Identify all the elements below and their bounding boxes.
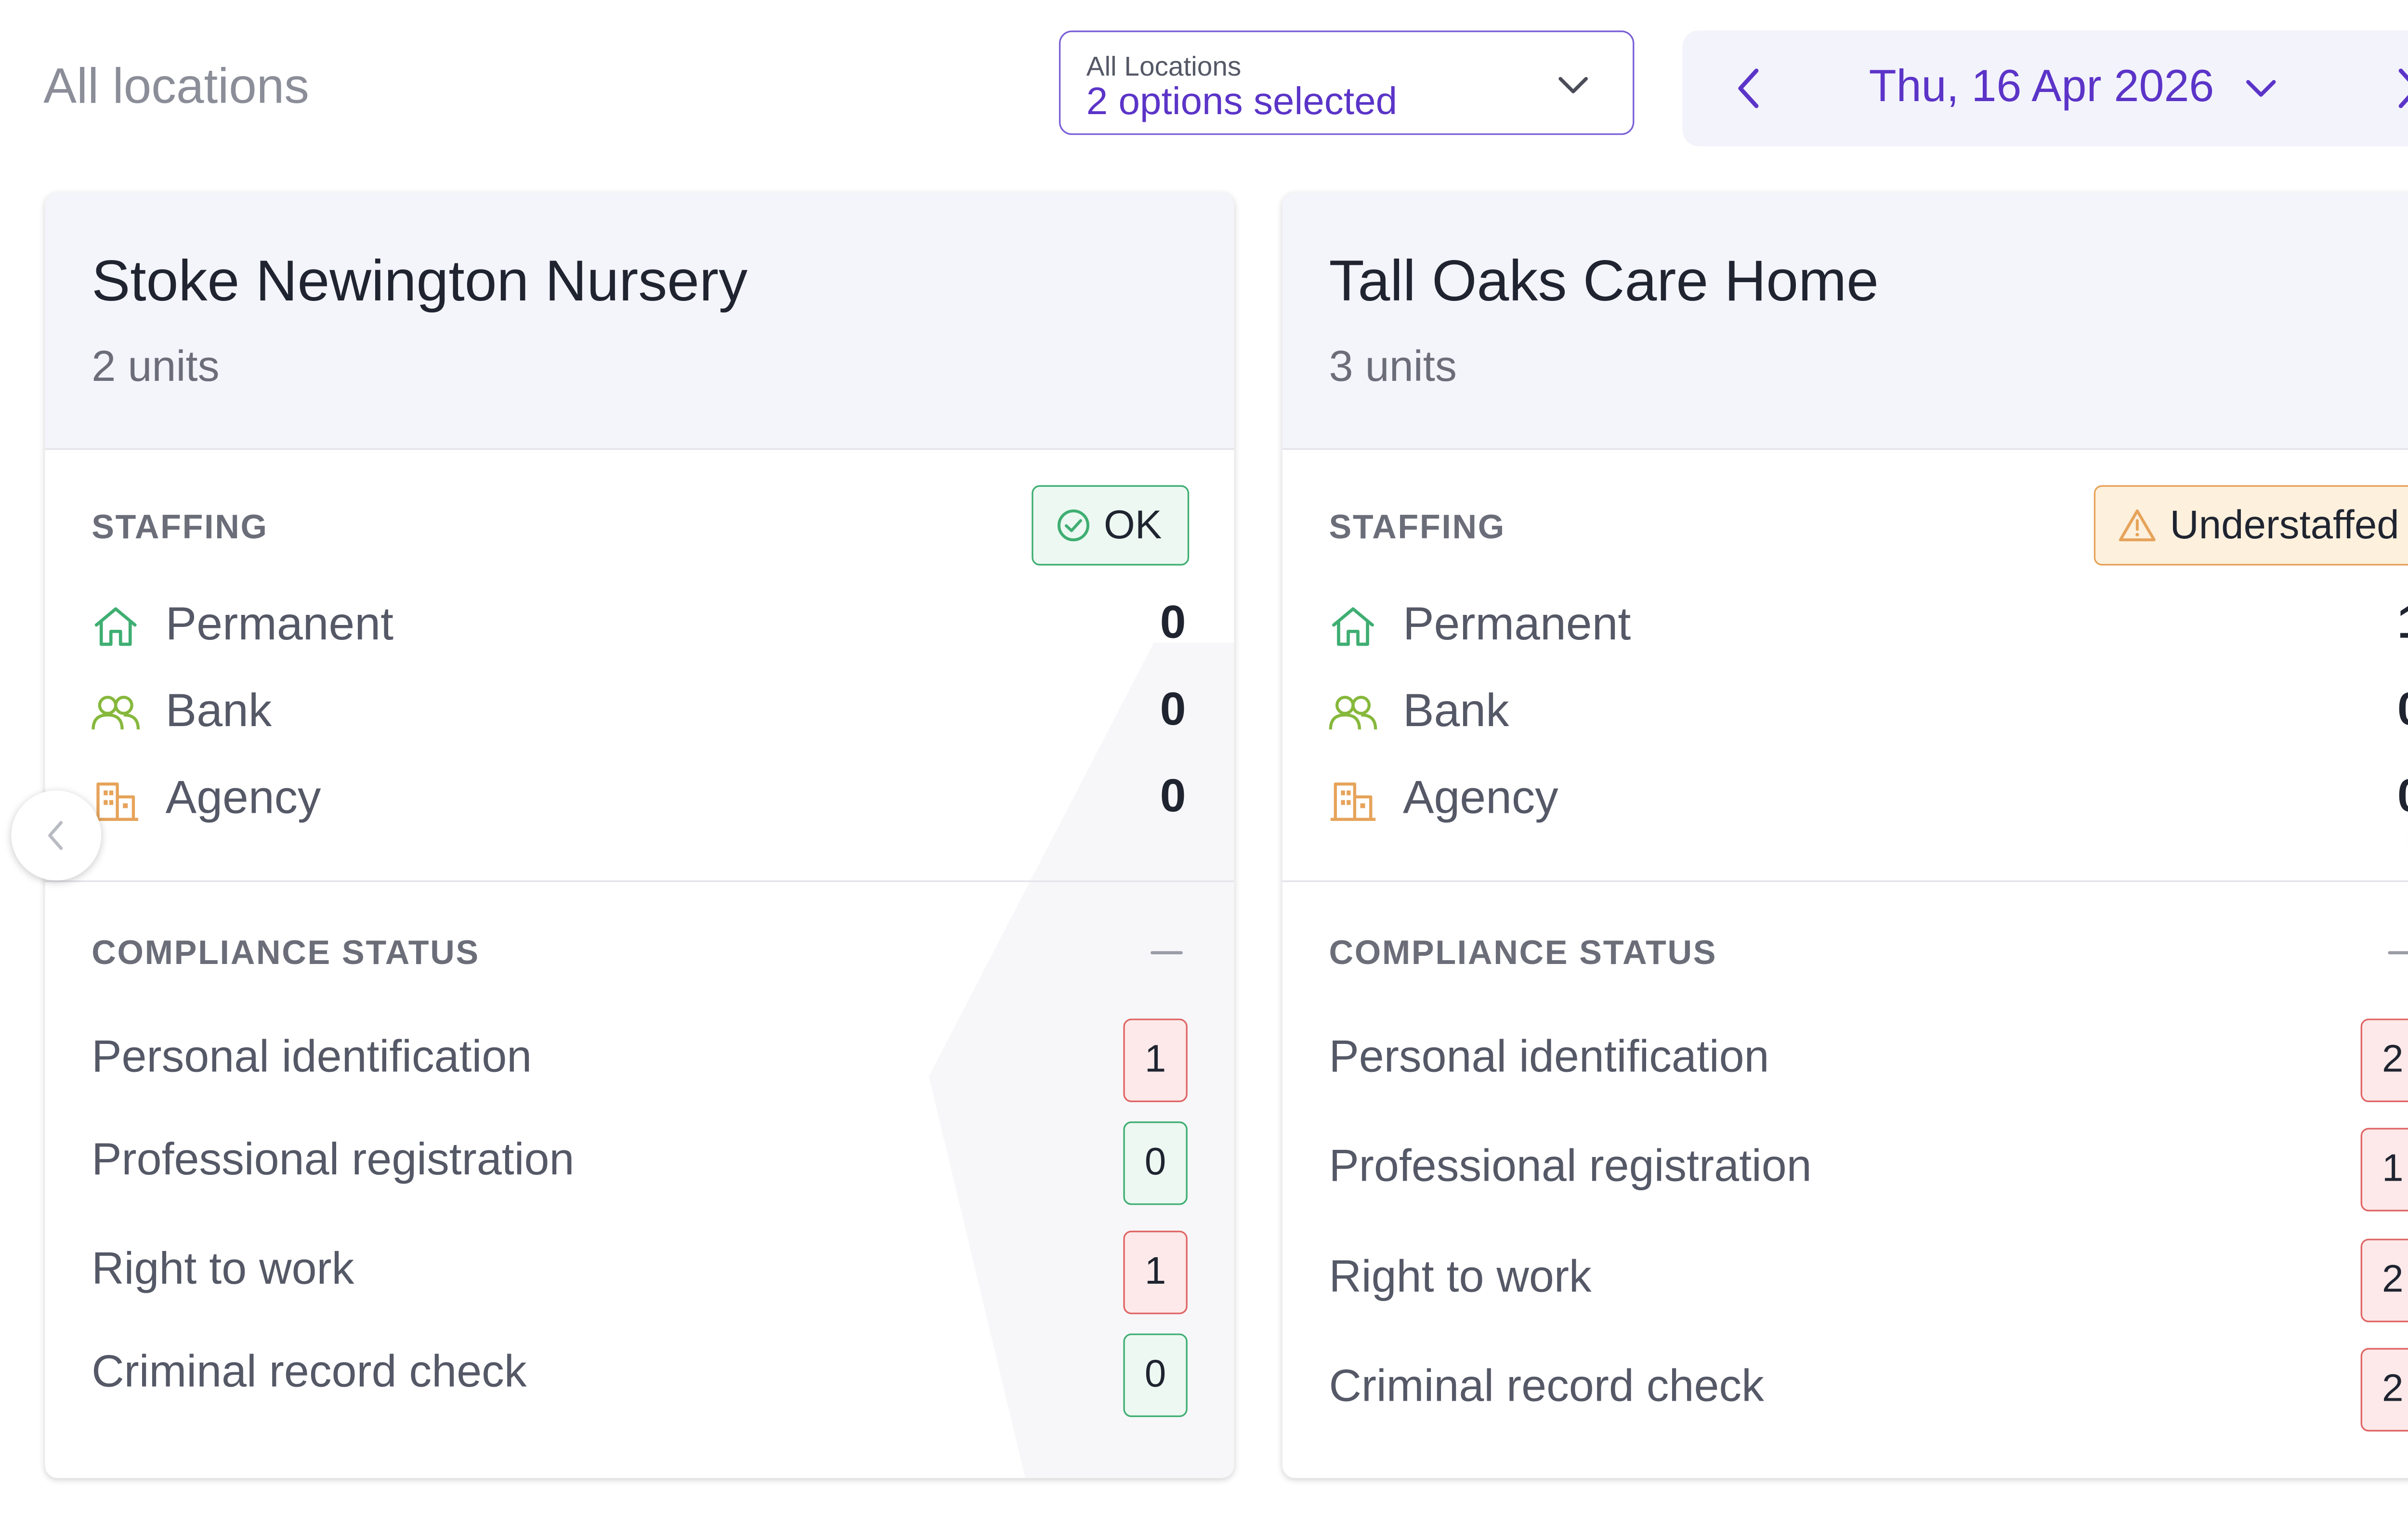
staffing-row-count: 0 <box>1160 684 1186 736</box>
compliance-row: Criminal record check 2 <box>1329 1348 2408 1432</box>
compliance-row: Personal identification 2 <box>1329 1018 2408 1102</box>
staffing-label: STAFFING <box>1329 509 1505 547</box>
staffing-status-text: Understaffed <box>2170 502 2399 547</box>
home-icon <box>94 607 137 646</box>
compliance-row-label: Criminal record check <box>92 1346 527 1396</box>
collapse-icon[interactable] <box>2388 950 2408 956</box>
staffing-row-label: Bank <box>165 686 272 738</box>
staffing-row-bank: Bank 0 <box>92 681 1186 745</box>
compliance-count-badge[interactable]: 2 <box>2360 1348 2408 1432</box>
compliance-row: Personal identification 1 <box>92 1018 1188 1102</box>
compliance-label: COMPLIANCE STATUS <box>92 935 480 972</box>
section-divider <box>1282 880 2408 882</box>
home-icon <box>1332 607 1374 646</box>
warning-triangle-icon <box>2119 509 2156 542</box>
staffing-row-agency: Agency 0 <box>1329 768 2408 832</box>
check-circle-icon <box>1057 509 1089 542</box>
people-icon <box>92 695 140 730</box>
unit-count: 2 units <box>92 342 220 391</box>
compliance-count-badge[interactable]: 1 <box>1123 1018 1188 1102</box>
staffing-row-label: Agency <box>1402 772 1558 824</box>
compliance-row-label: Personal identification <box>92 1031 532 1081</box>
date-picker-button[interactable]: Thu, 16 Apr 2026 <box>1869 61 2214 111</box>
people-icon <box>1329 695 1377 730</box>
page-title: All locations <box>43 58 310 114</box>
location-card[interactable]: Tall Oaks Care Home 3 units STAFFING Und… <box>1282 193 2408 1478</box>
location-select-label: All Locations <box>1086 51 1242 82</box>
staffing-row-count: 0 <box>2397 684 2408 737</box>
staffing-row-bank: Bank 0 <box>1329 681 2408 745</box>
card-header: Tall Oaks Care Home 3 units <box>1282 193 2408 450</box>
date-navigator: Thu, 16 Apr 2026 <box>1682 30 2408 146</box>
compliance-row: Criminal record check 0 <box>92 1333 1188 1417</box>
prev-day-button[interactable] <box>1724 63 1772 114</box>
staffing-row-permanent: Permanent 0 <box>92 595 1186 659</box>
location-card[interactable]: Stoke Newington Nursery 2 units STAFFING… <box>45 193 1234 1478</box>
chevron-left-icon <box>48 821 63 850</box>
location-name: Tall Oaks Care Home <box>1329 247 1879 313</box>
next-day-button[interactable] <box>2385 63 2408 114</box>
compliance-count-badge[interactable]: 0 <box>1123 1333 1188 1417</box>
compliance-row-label: Criminal record check <box>1329 1361 1764 1411</box>
carousel-prev-button[interactable] <box>11 790 102 881</box>
compliance-count-badge[interactable]: 1 <box>1123 1230 1188 1315</box>
staffing-row-label: Permanent <box>165 599 394 651</box>
compliance-count-badge[interactable]: 0 <box>1123 1121 1188 1205</box>
staffing-row-count: 0 <box>2397 771 2408 824</box>
compliance-label: COMPLIANCE STATUS <box>1329 935 1717 972</box>
staffing-status-badge: OK <box>1031 485 1190 566</box>
compliance-row: Professional registration 0 <box>92 1121 1188 1205</box>
compliance-row-label: Personal identification <box>1329 1031 1769 1081</box>
compliance-row-label: Professional registration <box>92 1134 575 1185</box>
collapse-icon[interactable] <box>1151 950 1183 956</box>
staffing-status-text: OK <box>1103 502 1162 547</box>
staffing-status-badge: Understaffed <box>2094 485 2408 566</box>
staffing-row-count: 1 <box>2397 598 2408 651</box>
staffing-row-label: Bank <box>1402 686 1509 738</box>
compliance-row-label: Right to work <box>92 1243 354 1294</box>
location-name: Stoke Newington Nursery <box>92 247 748 313</box>
compliance-count-badge[interactable]: 2 <box>2360 1238 2408 1323</box>
compliance-row: Right to work 1 <box>92 1230 1188 1315</box>
compliance-count-badge[interactable]: 1 <box>2360 1128 2408 1211</box>
staffing-row-agency: Agency 0 <box>92 768 1186 832</box>
staffing-row-count: 0 <box>1160 598 1186 650</box>
card-header: Stoke Newington Nursery 2 units <box>45 193 1234 450</box>
compliance-row: Professional registration 1 <box>1329 1128 2408 1211</box>
staffing-label: STAFFING <box>92 509 268 547</box>
staffing-row-permanent: Permanent 1 <box>1329 595 2408 659</box>
chevron-down-icon[interactable] <box>2238 66 2283 111</box>
chevron-down-icon <box>1558 77 1588 93</box>
staffing-row-count: 0 <box>1160 771 1186 823</box>
location-select[interactable]: All Locations 2 options selected <box>1059 30 1635 135</box>
unit-count: 3 units <box>1329 342 1457 391</box>
compliance-row-label: Professional registration <box>1329 1141 1812 1191</box>
compliance-row-label: Right to work <box>1329 1251 1592 1302</box>
compliance-count-badge[interactable]: 2 <box>2360 1018 2408 1102</box>
staffing-row-label: Agency <box>165 772 321 824</box>
building-icon <box>93 782 138 821</box>
staffing-row-label: Permanent <box>1402 599 1631 651</box>
compliance-row: Right to work 2 <box>1329 1238 2408 1323</box>
section-divider <box>45 880 1234 882</box>
building-icon <box>1330 782 1376 821</box>
location-select-value: 2 options selected <box>1086 80 1398 124</box>
